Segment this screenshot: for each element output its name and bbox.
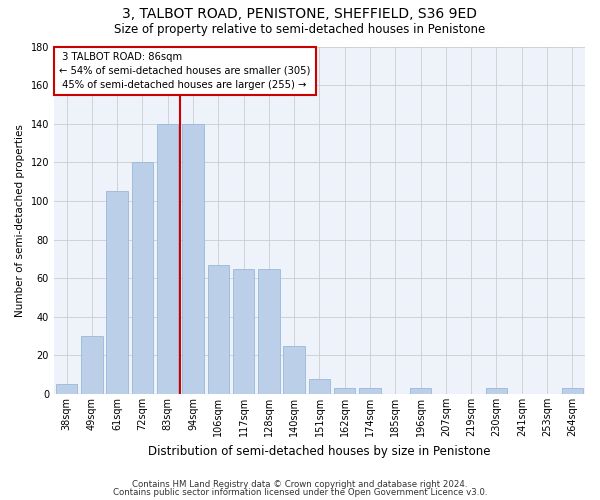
Bar: [81, 336, 103, 394]
Text: 3 TALBOT ROAD: 86sqm
← 54% of semi-detached houses are smaller (305)
 45% of sem: 3 TALBOT ROAD: 86sqm ← 54% of semi-detac…: [59, 52, 311, 90]
Text: Contains public sector information licensed under the Open Government Licence v3: Contains public sector information licen…: [113, 488, 487, 497]
Bar: [56, 384, 77, 394]
Bar: [410, 388, 431, 394]
Bar: [131, 162, 153, 394]
Bar: [157, 124, 178, 394]
Bar: [309, 378, 330, 394]
Bar: [233, 268, 254, 394]
Text: Contains HM Land Registry data © Crown copyright and database right 2024.: Contains HM Land Registry data © Crown c…: [132, 480, 468, 489]
Bar: [359, 388, 381, 394]
Bar: [208, 264, 229, 394]
X-axis label: Distribution of semi-detached houses by size in Penistone: Distribution of semi-detached houses by …: [148, 444, 491, 458]
Text: 3, TALBOT ROAD, PENISTONE, SHEFFIELD, S36 9ED: 3, TALBOT ROAD, PENISTONE, SHEFFIELD, S3…: [122, 8, 478, 22]
Bar: [486, 388, 507, 394]
Bar: [283, 346, 305, 394]
Bar: [562, 388, 583, 394]
Bar: [258, 268, 280, 394]
Bar: [106, 192, 128, 394]
Text: Size of property relative to semi-detached houses in Penistone: Size of property relative to semi-detach…: [115, 22, 485, 36]
Bar: [334, 388, 355, 394]
Bar: [182, 124, 204, 394]
Y-axis label: Number of semi-detached properties: Number of semi-detached properties: [15, 124, 25, 316]
